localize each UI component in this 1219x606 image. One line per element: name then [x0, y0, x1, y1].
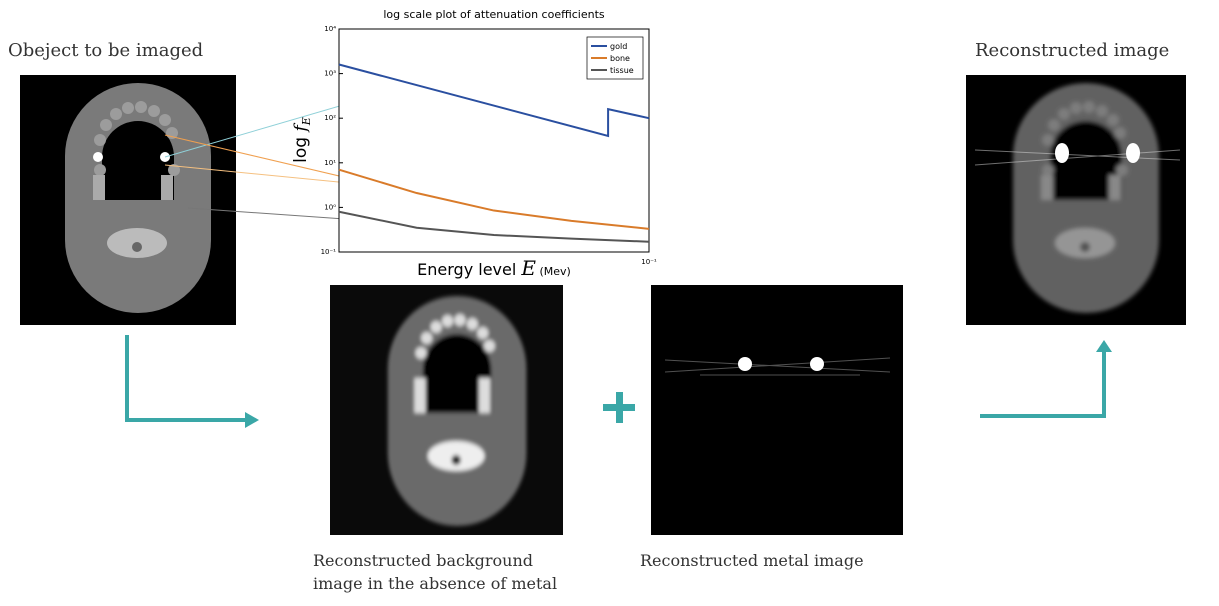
y-tick-label: 10¹: [324, 159, 336, 167]
object-label: Obeject to be imaged: [8, 40, 203, 61]
diagram: Obeject to be imaged Reconstructed image…: [0, 0, 1219, 601]
x-label-text: Energy level: [417, 260, 521, 279]
background-image: [330, 285, 563, 535]
y-tick-label: 10⁴: [324, 25, 336, 33]
legend-label: gold: [610, 42, 627, 51]
plus-sign: [603, 392, 635, 423]
background-caption: Reconstructed background: [313, 551, 533, 570]
metal-caption: Reconstructed metal image: [640, 551, 864, 570]
y-tick-label: 10³: [324, 70, 336, 78]
chart: log scale plot of attenuation coefficien…: [291, 8, 657, 280]
x-label-var: E: [520, 256, 536, 280]
y-label-sub: E: [300, 117, 313, 126]
arrow-left: [127, 335, 259, 428]
reconstructed-label: Reconstructed image: [975, 40, 1169, 61]
x-axis-label: Energy level E (Mev): [417, 256, 571, 280]
legend-label: tissue: [610, 66, 634, 75]
y-tick-label: 10⁻¹: [321, 248, 337, 256]
metal-image: [651, 285, 903, 535]
y-label-text: log: [291, 132, 311, 163]
legend-label: bone: [610, 54, 630, 63]
y-tick-label: 10²: [324, 114, 336, 122]
x-tick-label: 10⁻¹: [641, 258, 657, 266]
y-axis-label: log fE: [291, 117, 313, 163]
chart-title: log scale plot of attenuation coefficien…: [383, 8, 605, 21]
x-label-unit: (Mev): [536, 265, 571, 278]
background-caption: image in the absence of metal: [313, 574, 557, 593]
y-tick-label: 10⁰: [324, 203, 336, 211]
arrow-right: [980, 340, 1112, 416]
reconstructed-image: [966, 75, 1186, 325]
object-image: [20, 75, 236, 325]
